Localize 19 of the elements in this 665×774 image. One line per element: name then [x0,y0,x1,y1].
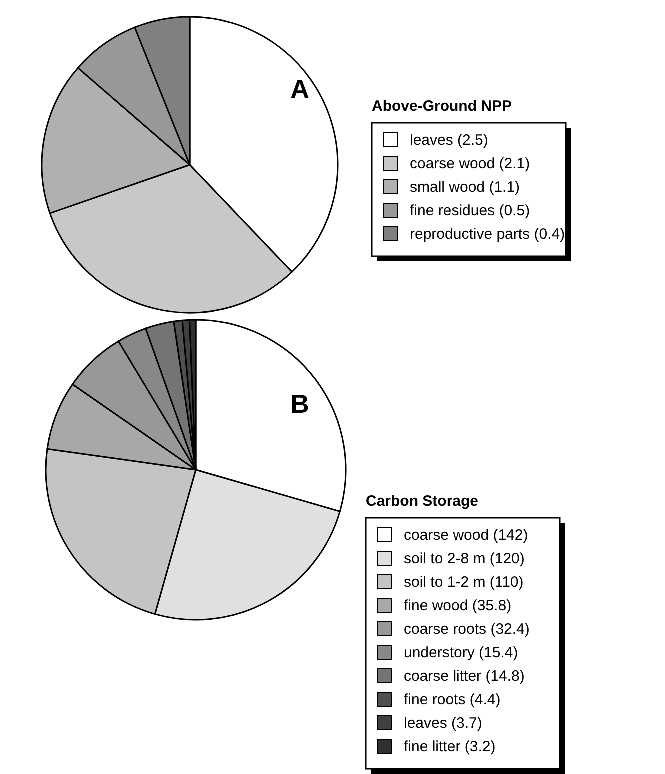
legend-label: fine wood (35.8) [404,598,512,614]
legend-label: coarse wood (2.1) [410,156,530,172]
legend-label: small wood (1.1) [410,179,520,196]
legend-label: soil to 2-8 m (120) [404,550,525,568]
legend-label: understory (15.4) [404,644,518,662]
legend-label: soil to 1-2 m (110) [404,574,524,591]
legend-label: fine roots (4.4) [404,692,501,708]
legend-title: Above-Ground NPP [372,98,512,115]
legend-label: fine litter (3.2) [404,738,496,756]
text: A [290,74,310,104]
text: B [290,389,310,419]
legend-title: Carbon Storage [366,493,479,510]
legend-label: leaves (2.5) [410,132,488,149]
legend-label: coarse wood (142) [404,527,528,544]
legend-label: reproductive parts (0.4) [410,226,566,243]
legend-label: coarse litter (14.8) [404,668,525,685]
legend-label: coarse roots (32.4) [404,621,530,638]
legend-label: fine residues (0.5) [410,202,530,220]
legend-label: leaves (3.7) [404,715,482,732]
